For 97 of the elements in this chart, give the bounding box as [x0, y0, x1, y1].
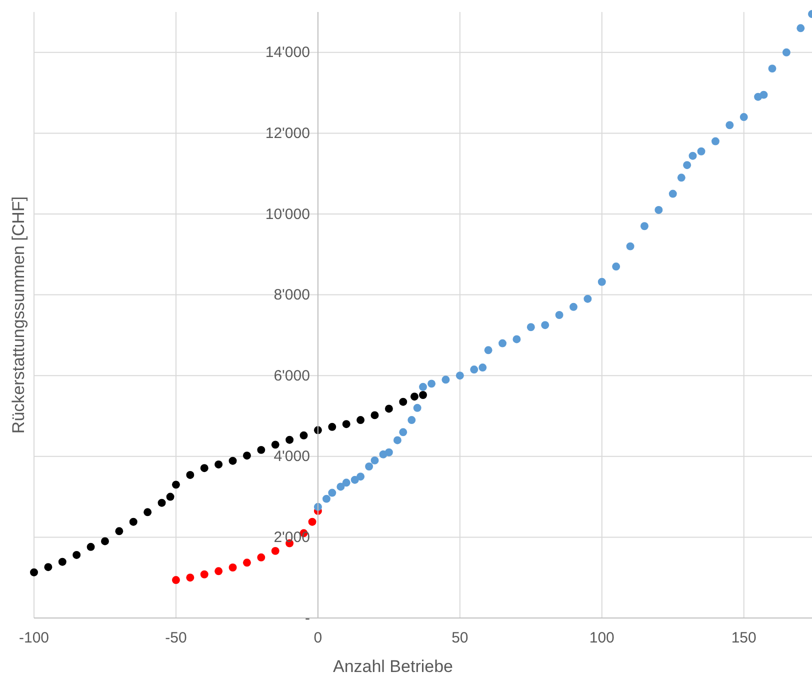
point [271, 546, 280, 555]
point [58, 558, 66, 566]
point [342, 420, 350, 428]
point [370, 456, 379, 464]
point [498, 339, 506, 348]
point [796, 24, 805, 32]
y-tick-label: 10'000 [265, 206, 310, 223]
point [393, 436, 402, 444]
point [186, 574, 194, 582]
point [413, 404, 422, 412]
point [612, 262, 620, 270]
point [598, 278, 606, 286]
point [100, 537, 109, 546]
point [200, 464, 208, 472]
point [342, 478, 350, 487]
point [214, 460, 223, 468]
point [336, 482, 345, 491]
y-axis-title: Rückerstattungssummen [CHF] [9, 196, 28, 434]
point [308, 518, 316, 526]
point [129, 518, 138, 526]
point [228, 564, 237, 572]
point [570, 302, 578, 311]
point [356, 472, 365, 481]
point [768, 64, 776, 73]
y-tick-label: 14'000 [265, 44, 310, 62]
point [541, 321, 550, 330]
y-tick-label: 4'000 [274, 448, 310, 466]
point [271, 440, 280, 449]
point [214, 567, 223, 576]
point [158, 498, 166, 507]
point [688, 152, 697, 160]
point [242, 558, 251, 567]
point [328, 488, 336, 497]
point [228, 456, 237, 465]
point [86, 542, 95, 551]
y-tick-label: 2'000 [274, 529, 310, 546]
point [640, 222, 648, 230]
point [172, 480, 180, 489]
point [384, 448, 393, 456]
point [419, 391, 427, 399]
point [410, 392, 418, 401]
point [322, 494, 330, 503]
point [470, 366, 478, 374]
point [370, 411, 379, 420]
point [399, 398, 408, 406]
x-tick-label: -50 [165, 630, 187, 647]
point [200, 570, 208, 578]
y-tick-label: 12'000 [265, 125, 310, 142]
point [442, 376, 450, 384]
point [555, 311, 564, 319]
x-tick-label: 0 [314, 630, 322, 647]
y-tick-label: 8'000 [274, 286, 310, 304]
point [408, 416, 416, 424]
point [257, 553, 266, 562]
point [782, 48, 790, 56]
point [677, 174, 686, 182]
point [711, 137, 720, 146]
x-tick-label: 100 [589, 630, 614, 647]
point [144, 508, 152, 516]
x-tick-label: 50 [452, 630, 468, 647]
point [654, 206, 663, 214]
point [365, 462, 374, 470]
point [740, 113, 748, 122]
point [419, 382, 427, 391]
point [668, 190, 677, 198]
point [512, 335, 521, 344]
point [356, 416, 365, 424]
point [72, 550, 81, 559]
point [384, 404, 393, 413]
x-axis-title: Anzahl Betriebe [332, 657, 454, 676]
point [166, 492, 174, 501]
point [115, 527, 124, 536]
y-tick-label: - [304, 610, 310, 627]
point [760, 90, 768, 99]
x-tick-label: -100 [18, 630, 50, 647]
point [300, 431, 308, 440]
point [172, 576, 180, 584]
point [286, 436, 294, 444]
y-tick-label: 6'000 [274, 367, 310, 384]
point [626, 242, 634, 250]
point [44, 563, 52, 572]
point [484, 346, 492, 354]
point [697, 147, 706, 156]
point [399, 428, 408, 436]
point [242, 452, 251, 460]
point [456, 372, 464, 380]
point [726, 121, 734, 130]
point [526, 323, 535, 332]
point [428, 380, 436, 388]
point [186, 471, 194, 479]
point [683, 161, 692, 170]
point [478, 364, 487, 372]
point [257, 446, 266, 454]
point [584, 294, 592, 303]
point [30, 568, 38, 576]
point [328, 422, 336, 431]
x-tick-label: 150 [731, 630, 756, 647]
